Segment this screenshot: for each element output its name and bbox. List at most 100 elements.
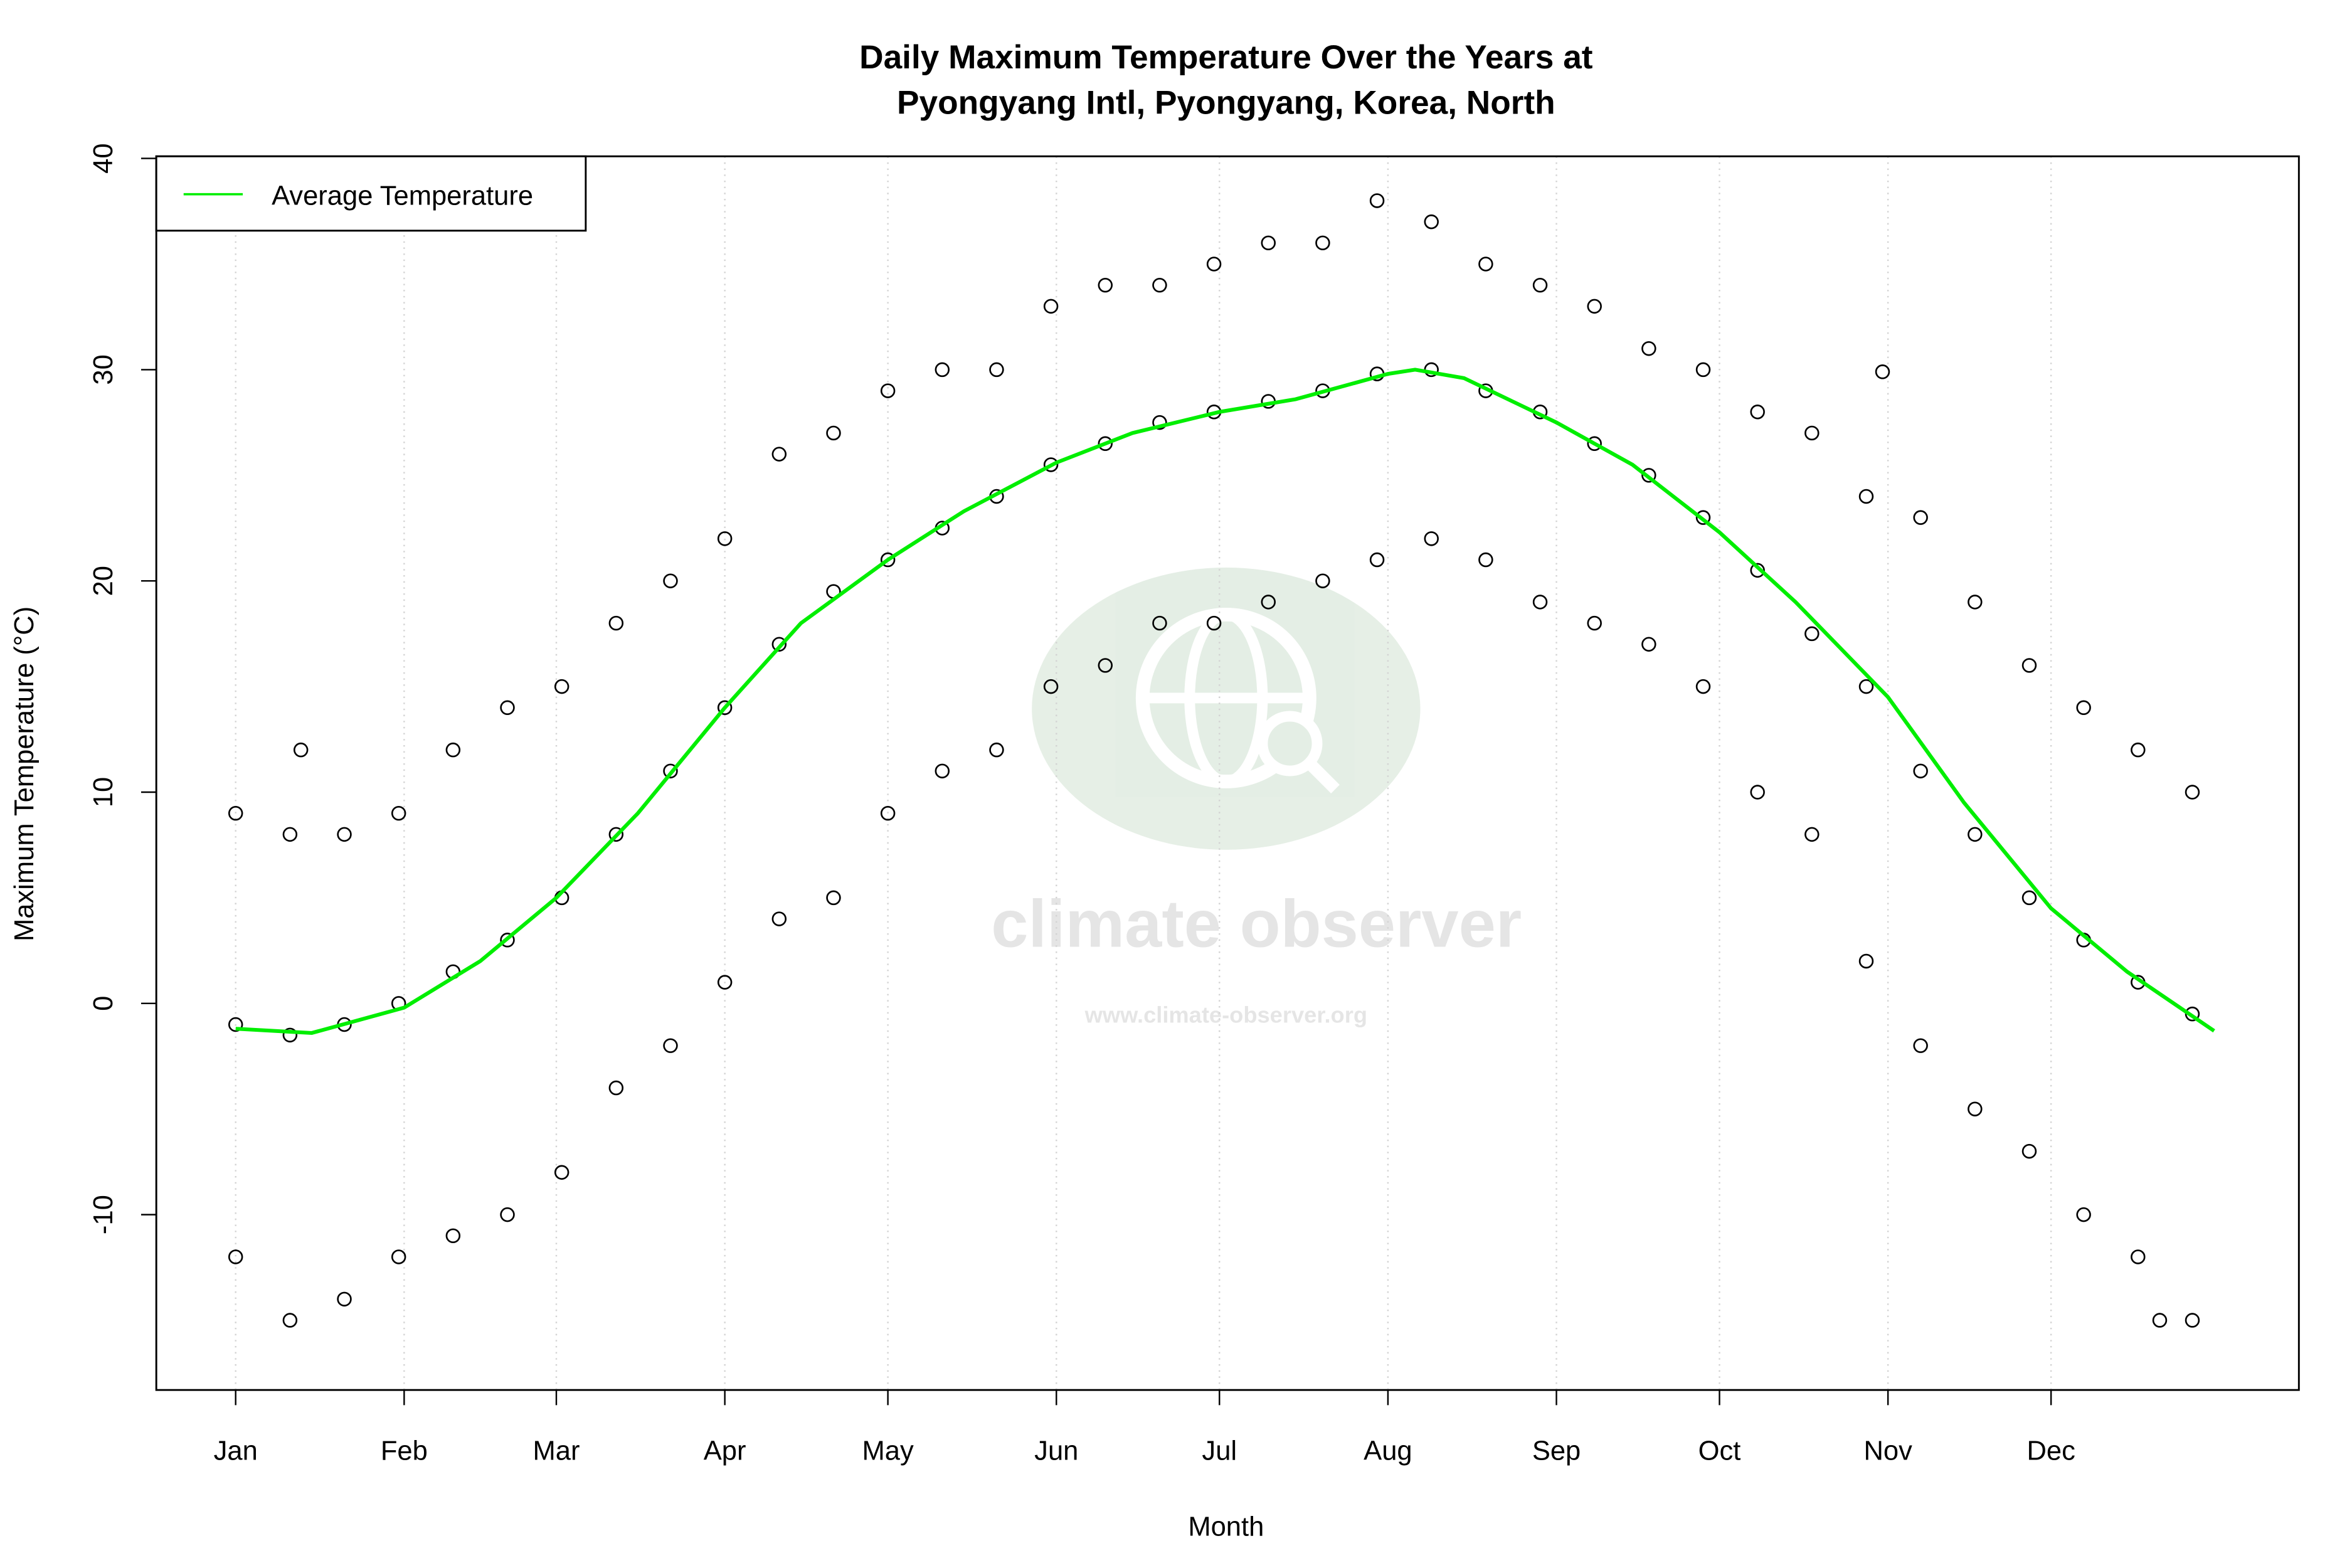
data-point: [1750, 405, 1765, 420]
data-point: [1152, 615, 1167, 631]
y-tick-label: 20: [88, 566, 119, 596]
data-point: [663, 573, 678, 588]
data-point: [1804, 425, 1820, 441]
data-point: [1152, 415, 1167, 430]
data-point: [1478, 257, 1493, 272]
data-point: [554, 1165, 569, 1180]
data-point: [1152, 277, 1167, 293]
x-tick-label: Jan: [214, 1436, 258, 1466]
data-point: [935, 763, 950, 779]
data-point: [1858, 489, 1874, 504]
data-point: [2021, 1143, 2037, 1159]
data-point: [608, 827, 624, 842]
data-point: [228, 1017, 243, 1032]
x-tick-label: Apr: [704, 1436, 746, 1466]
data-point: [1206, 615, 1222, 631]
data-point: [1641, 341, 1656, 356]
data-point: [293, 742, 309, 758]
data-point: [1315, 573, 1330, 588]
data-point: [1695, 679, 1711, 694]
data-point: [2021, 658, 2037, 673]
data-point: [880, 552, 896, 568]
x-axis-label: Month: [1188, 1512, 1264, 1542]
data-point: [771, 911, 787, 926]
x-tick-label: Mar: [533, 1436, 580, 1466]
y-tick-label: 0: [88, 996, 119, 1011]
data-point: [1968, 827, 1983, 842]
data-point: [1369, 552, 1385, 568]
data-point: [228, 1249, 243, 1264]
data-point: [1261, 595, 1276, 610]
data-point: [1858, 953, 1874, 969]
average-line: [235, 368, 2215, 1036]
data-point: [1804, 626, 1820, 642]
data-point: [282, 1313, 298, 1328]
data-point: [1587, 299, 1602, 314]
x-tick-label: Feb: [381, 1436, 428, 1466]
data-point: [880, 805, 896, 821]
data-point: [2185, 1006, 2200, 1022]
data-point: [1532, 595, 1548, 610]
data-point: [2131, 742, 2146, 758]
x-tick-label: Jul: [1202, 1436, 1237, 1466]
data-point: [1913, 510, 1928, 525]
y-tick-label: 30: [88, 354, 119, 384]
x-tick-label: Aug: [1364, 1436, 1412, 1466]
data-point: [391, 805, 406, 821]
data-point: [282, 1027, 298, 1043]
data-point: [2152, 1313, 2168, 1328]
data-point: [1315, 235, 1330, 251]
x-tick-label: Oct: [1698, 1436, 1741, 1466]
data-point: [1587, 615, 1602, 631]
data-point: [1587, 436, 1602, 452]
data-point: [1098, 277, 1113, 293]
data-point: [608, 1080, 624, 1096]
data-point: [1369, 193, 1385, 208]
data-point: [826, 890, 841, 906]
data-point: [1913, 1038, 1928, 1053]
data-point: [2021, 890, 2037, 906]
y-axis-label: Maximum Temperature (°C): [9, 607, 40, 941]
legend-label: Average Temperature: [272, 181, 533, 211]
data-point: [1804, 827, 1820, 842]
data-point: [1043, 299, 1059, 314]
x-tick-label: Dec: [2026, 1436, 2075, 1466]
watermark: climate observer: [991, 887, 1522, 961]
data-point: [445, 742, 461, 758]
data-point: [880, 383, 896, 398]
data-point: [500, 933, 515, 948]
data-point: [989, 742, 1004, 758]
data-point: [717, 975, 733, 990]
data-point: [500, 1207, 515, 1222]
data-point: [1858, 679, 1874, 694]
data-point: [2185, 1313, 2200, 1328]
data-point: [1261, 235, 1276, 251]
data-point: [337, 1291, 352, 1307]
data-point: [771, 637, 787, 652]
watermark-logo: [1032, 567, 1421, 850]
data-point: [2076, 1207, 2091, 1222]
data-point: [1750, 785, 1765, 800]
x-tick-label: Nov: [1863, 1436, 1912, 1466]
data-point: [1206, 257, 1222, 272]
data-point: [1875, 364, 1890, 379]
data-point: [1695, 510, 1711, 525]
data-point: [1641, 637, 1656, 652]
data-point: [554, 679, 569, 694]
x-tick-label: Sep: [1532, 1436, 1581, 1466]
x-tick-label: Jun: [1034, 1436, 1078, 1466]
data-point: [391, 1249, 406, 1264]
data-point: [1043, 679, 1059, 694]
data-point: [500, 700, 515, 716]
data-point: [2185, 785, 2200, 800]
data-point: [1424, 531, 1439, 546]
chart-title: Pyongyang Intl, Pyongyang, Korea, North: [897, 84, 1555, 121]
y-tick-label: -10: [88, 1195, 119, 1234]
data-point: [717, 531, 733, 546]
data-point: [663, 1038, 678, 1053]
data-point: [826, 425, 841, 441]
data-point: [1641, 468, 1656, 483]
data-point: [337, 827, 352, 842]
